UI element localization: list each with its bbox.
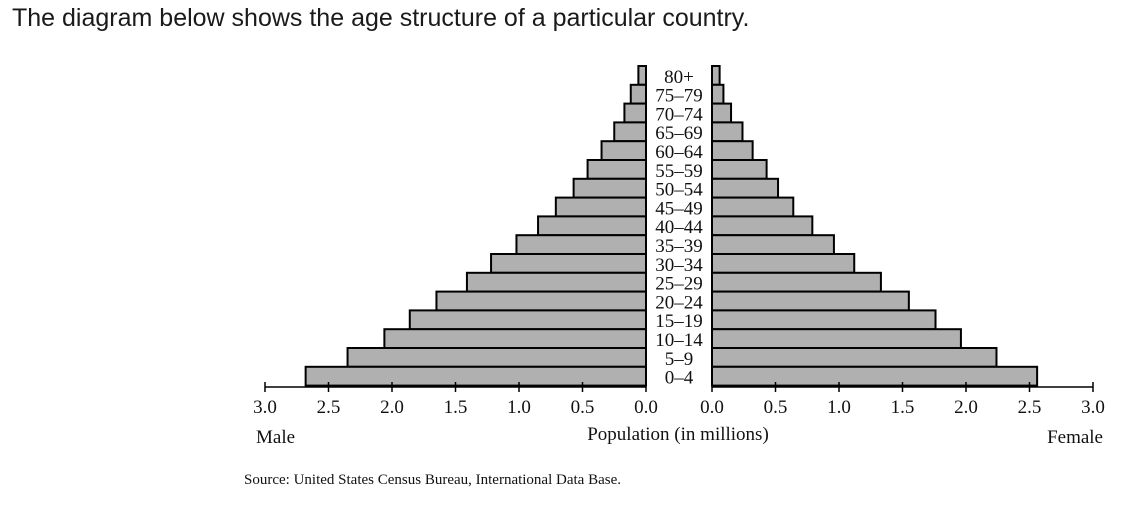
female-bar xyxy=(711,140,754,161)
female-bar xyxy=(711,196,795,218)
male-bar xyxy=(586,159,648,180)
axis-tick-label: 1.0 xyxy=(827,397,851,418)
male-bar xyxy=(515,234,648,255)
female-bar xyxy=(711,65,721,86)
male-bar xyxy=(346,347,647,368)
male-bar xyxy=(554,196,648,218)
male-bar xyxy=(304,365,647,387)
female-bar xyxy=(711,102,733,124)
male-bars xyxy=(304,65,648,387)
axis-tick-label: 0.5 xyxy=(571,397,595,418)
female-bar xyxy=(711,177,780,199)
age-group-label: 45–49 xyxy=(655,198,703,219)
male-bar xyxy=(465,271,647,293)
female-bar xyxy=(711,347,998,368)
question-prompt: The diagram below shows the age structur… xyxy=(12,4,750,32)
female-bar xyxy=(711,290,910,312)
age-group-label: 35–39 xyxy=(655,236,703,257)
male-bar xyxy=(537,215,647,237)
male-bar xyxy=(629,83,648,105)
male-bar xyxy=(613,121,647,143)
axis-tick-label: 3.0 xyxy=(253,397,277,418)
female-bar xyxy=(711,121,744,143)
female-x-axis: 3.0 2.5 2.0 1.5 1.0 0.5 0.0 xyxy=(700,382,1105,418)
male-side-label: Male xyxy=(256,427,295,448)
axis-tick-label: 2.5 xyxy=(1018,397,1042,418)
age-group-label: 80+ xyxy=(664,67,694,88)
age-group-label: 65–69 xyxy=(655,123,703,144)
age-group-label: 75–79 xyxy=(655,86,703,107)
male-x-axis: 3.0 2.5 2.0 1.5 1.0 0.5 0.0 xyxy=(253,382,658,418)
age-group-label: 50–54 xyxy=(655,180,703,201)
female-bar xyxy=(711,159,768,180)
axis-tick-label: 0.0 xyxy=(700,397,724,418)
age-group-label: 60–64 xyxy=(655,142,703,163)
male-bar xyxy=(408,309,647,331)
female-side-label: Female xyxy=(1047,427,1103,448)
age-group-label: 0–4 xyxy=(665,368,694,389)
axis-tick-label: 1.5 xyxy=(891,397,915,418)
female-bar xyxy=(711,365,1039,387)
axis-tick-label: 0.5 xyxy=(764,397,788,418)
axis-tick-label: 1.0 xyxy=(507,397,531,418)
female-bar xyxy=(711,253,856,274)
age-group-label: 25–29 xyxy=(655,274,703,295)
female-bar xyxy=(711,234,835,255)
female-bar xyxy=(711,328,962,350)
male-bar xyxy=(490,253,647,274)
x-axis-title: Population (in millions) xyxy=(587,424,769,445)
male-bar xyxy=(435,290,648,312)
female-bar xyxy=(711,271,882,293)
age-group-label: 70–74 xyxy=(655,104,703,125)
female-bar xyxy=(711,83,725,105)
axis-tick-label: 1.5 xyxy=(444,397,468,418)
age-group-label: 15–19 xyxy=(655,311,703,332)
age-group-label: 30–34 xyxy=(655,255,703,276)
axis-tick-label: 2.0 xyxy=(380,397,404,418)
age-group-label: 10–14 xyxy=(655,330,703,351)
male-bar xyxy=(600,140,647,161)
male-bar xyxy=(623,102,647,124)
male-bar xyxy=(572,177,647,199)
female-bar xyxy=(711,309,937,331)
male-bar xyxy=(383,328,647,350)
axis-tick-label: 0.0 xyxy=(634,397,658,418)
male-bar xyxy=(637,65,648,86)
age-group-label: 5–9 xyxy=(665,349,694,370)
source-note: Source: United States Census Bureau, Int… xyxy=(244,472,621,488)
female-bar xyxy=(711,215,814,237)
age-group-label: 40–44 xyxy=(655,217,703,238)
axis-tick-label: 2.5 xyxy=(317,397,341,418)
age-group-label: 55–59 xyxy=(655,161,703,182)
female-bars xyxy=(711,65,1039,387)
age-group-labels: 80+75–7970–7465–6960–6455–5950–5445–4940… xyxy=(655,67,703,389)
age-group-label: 20–24 xyxy=(655,292,703,313)
axis-tick-label: 2.0 xyxy=(954,397,978,418)
axis-tick-label: 3.0 xyxy=(1081,397,1105,418)
